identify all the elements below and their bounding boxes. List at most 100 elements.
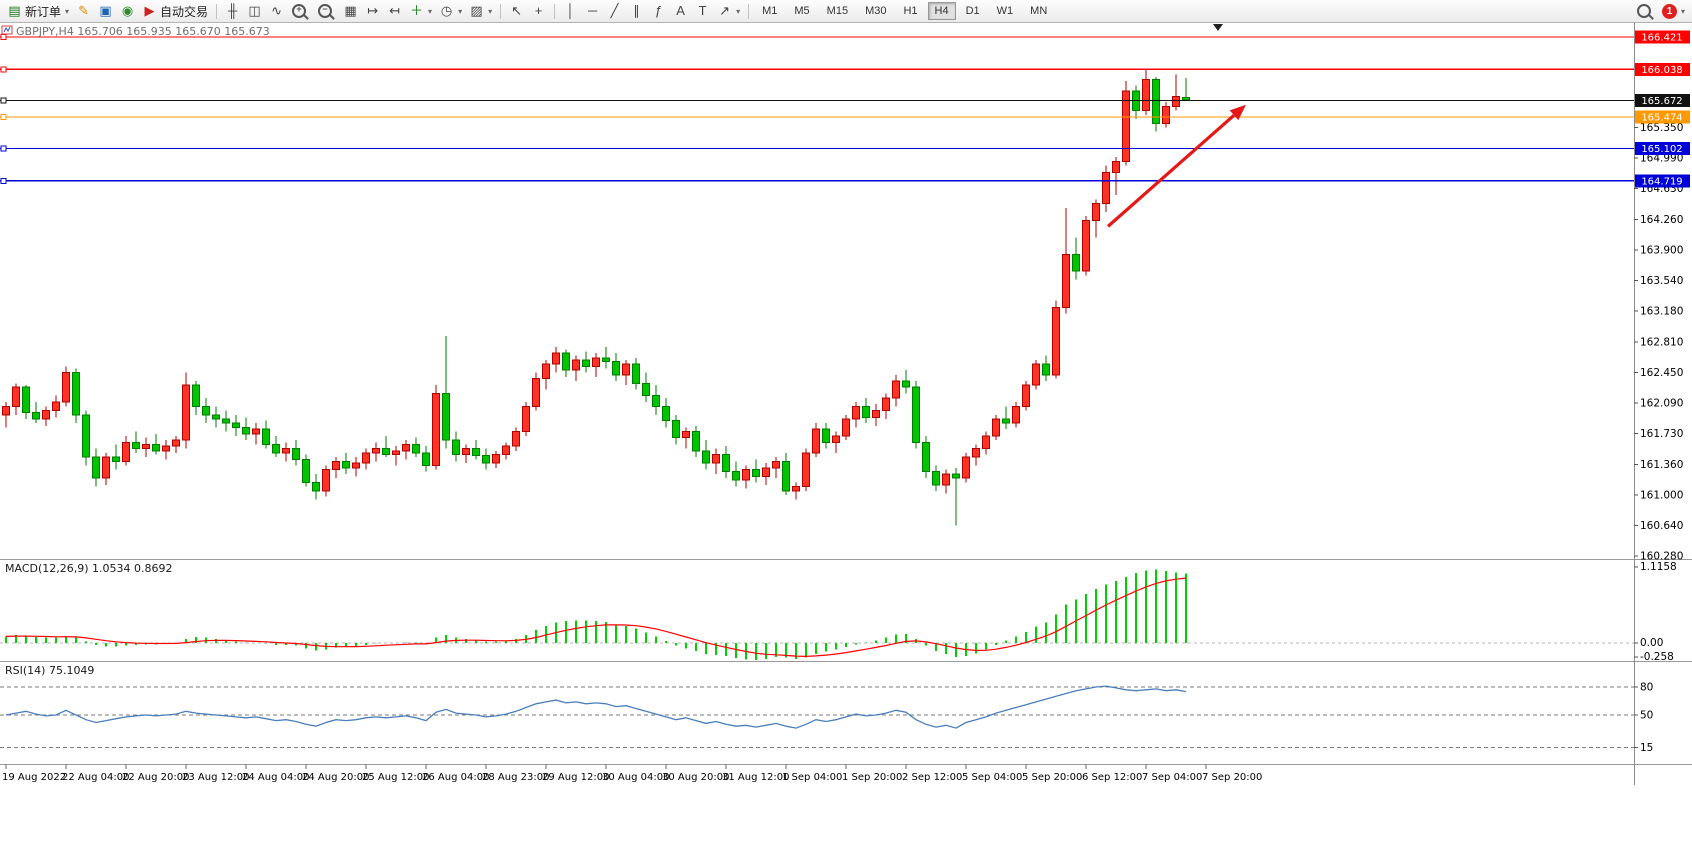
macd-signal-line xyxy=(5,577,1187,658)
hline-165.672[interactable] xyxy=(0,97,1634,104)
new-order-dropdown-arrow[interactable]: ▾ xyxy=(65,6,70,16)
hline-166.421[interactable] xyxy=(0,34,1634,41)
time-label: 25 Aug 12:00 xyxy=(362,772,429,783)
hline-164.719[interactable] xyxy=(0,177,1634,184)
indicators-list-dropdown-arrow[interactable]: ▾ xyxy=(428,6,433,16)
time-label: 26 Aug 04:00 xyxy=(422,772,489,783)
channel-tool-icon: ∥ xyxy=(633,3,640,18)
price-badge xyxy=(1635,62,1690,76)
autotrading-button[interactable]: ▶ 自动交易 xyxy=(139,1,211,21)
trendline-tool-button[interactable]: ╱ xyxy=(604,1,625,21)
fibonacci-tool-button[interactable]: ƒ xyxy=(648,1,669,21)
periods-list-dropdown-arrow[interactable]: ▾ xyxy=(458,6,463,16)
candles xyxy=(2,69,1190,526)
bar-chart-mode-button[interactable]: ╫ xyxy=(222,1,243,21)
price-tick-label: 162.810 xyxy=(1640,337,1683,349)
price-badge xyxy=(1635,141,1690,155)
line-chart-mode-button[interactable]: ∿ xyxy=(266,1,287,21)
timeframe-m30-button[interactable]: M30 xyxy=(865,5,887,17)
templates-button[interactable]: ▨ ▾ xyxy=(466,1,495,21)
time-label: 22 Aug 04:00 xyxy=(62,772,129,783)
indicators-list-icon: ＋ xyxy=(410,3,424,18)
chart-window-icon xyxy=(1,25,13,35)
macd-axis-label: 1.1158 xyxy=(1640,561,1677,573)
zoom-out-button[interactable]: − xyxy=(314,1,339,21)
auto-scroll-icon: ↦ xyxy=(367,3,378,18)
vertical-line-tool-button[interactable]: │ xyxy=(560,1,581,21)
timeframe-h4-button[interactable]: H4 xyxy=(927,2,956,20)
text-tool-button[interactable]: A xyxy=(670,1,691,21)
timeframe-m15-button[interactable]: M15 xyxy=(826,5,849,17)
notifications-button[interactable]: 1 ▾ xyxy=(1659,1,1688,21)
vertical-line-tool-icon: │ xyxy=(566,3,575,18)
price-badge-label: 165.102 xyxy=(1641,144,1682,155)
timeframe-d1-button[interactable]: D1 xyxy=(965,5,980,17)
price-badge xyxy=(1635,93,1690,107)
price-badge-label: 166.038 xyxy=(1641,65,1682,76)
indicators-list-button[interactable]: ＋ ▾ xyxy=(406,1,435,21)
timeframe-mn-button[interactable]: MN xyxy=(1030,5,1048,17)
time-label: 1 Sep 20:00 xyxy=(842,772,902,783)
indicator-axis[interactable]: 1.1158 0.00 -0.258 80 50 15 xyxy=(1634,561,1677,754)
cursor-button[interactable]: ↖ xyxy=(506,1,527,21)
time-label: 30 Aug 04:00 xyxy=(602,772,669,783)
rsi-indicator xyxy=(0,685,1634,749)
hline-165.474[interactable] xyxy=(0,114,1634,121)
rsi-axis-label: 15 xyxy=(1640,742,1653,754)
hline-166.038[interactable] xyxy=(0,66,1634,73)
timeframe-m5-button[interactable]: M5 xyxy=(794,5,810,17)
trend-arrow[interactable] xyxy=(1106,104,1246,228)
time-label: 24 Aug 20:00 xyxy=(302,772,369,783)
macd-axis-label: 0.00 xyxy=(1640,637,1663,649)
metaeditor-button[interactable]: ✎ xyxy=(73,1,94,21)
price-badge-label: 165.672 xyxy=(1641,96,1682,107)
time-label: 31 Aug 12:00 xyxy=(722,772,789,783)
rsi-label: RSI(14) 75.1049 xyxy=(5,664,94,677)
zoom-in-button[interactable]: + xyxy=(288,1,313,21)
crosshair-icon: + xyxy=(534,3,543,18)
hline-165.102[interactable] xyxy=(0,145,1634,152)
time-label: 23 Aug 12:00 xyxy=(182,772,249,783)
price-tick-label: 161.000 xyxy=(1640,490,1683,502)
new-order-label: 新订单 xyxy=(25,4,62,19)
search-button[interactable] xyxy=(1633,1,1658,21)
price-tick-label: 163.900 xyxy=(1640,245,1683,257)
templates-dropdown-arrow[interactable]: ▾ xyxy=(488,6,493,16)
chart-canvas[interactable]: 165.350164.990164.630164.260163.900163.5… xyxy=(0,23,1692,848)
terminal-button[interactable]: ▣ xyxy=(95,1,116,21)
toolbar-group-cursor: ↖ + xyxy=(506,1,549,21)
notifications-dropdown-arrow[interactable]: ▾ xyxy=(1680,6,1685,16)
horizontal-line-tool-button[interactable]: ─ xyxy=(582,1,603,21)
timeframe-h1-button[interactable]: H1 xyxy=(903,5,918,17)
label-tool-button[interactable]: T xyxy=(692,1,713,21)
periods-list-button[interactable]: ◷ ▾ xyxy=(436,1,465,21)
chart-shift-button[interactable]: ↤ xyxy=(384,1,405,21)
candlestick-mode-button[interactable]: ◫ xyxy=(244,1,265,21)
tile-windows-button[interactable]: ▦ xyxy=(340,1,361,21)
auto-scroll-button[interactable]: ↦ xyxy=(362,1,383,21)
time-label: 22 Aug 20:00 xyxy=(122,772,189,783)
price-tick-label: 163.180 xyxy=(1640,305,1683,317)
crosshair-button[interactable]: + xyxy=(528,1,549,21)
hline-handle xyxy=(0,114,7,121)
macd-label: MACD(12,26,9) 1.0534 0.8692 xyxy=(5,562,173,575)
price-axis[interactable]: 165.350164.990164.630164.260163.900163.5… xyxy=(1634,30,1690,563)
channel-tool-button[interactable]: ∥ xyxy=(626,1,647,21)
timeframe-m1-button[interactable]: M1 xyxy=(762,5,778,17)
alerts-button[interactable]: ◉ xyxy=(117,1,138,21)
arrows-tool-button[interactable]: ↗ ▾ xyxy=(714,1,743,21)
rsi-axis-label: 80 xyxy=(1640,682,1653,694)
periods-list-icon: ◷ xyxy=(440,3,453,18)
arrows-tool-dropdown-arrow[interactable]: ▾ xyxy=(736,6,741,16)
price-tick-label: 162.090 xyxy=(1640,397,1683,409)
metaeditor-icon: ✎ xyxy=(78,3,89,18)
label-tool-icon: T xyxy=(698,3,707,18)
timeframe-w1-button[interactable]: W1 xyxy=(996,5,1014,17)
hline-handle xyxy=(0,145,7,152)
toolbar-group-trading: ▤ 新订单 ▾ ✎ ▣ ◉ ▶ 自动交易 xyxy=(4,1,211,21)
new-order-button[interactable]: ▤ 新订单 ▾ xyxy=(4,1,72,21)
templates-icon: ▨ xyxy=(470,3,483,18)
price-badge-label: 165.474 xyxy=(1641,113,1682,124)
price-badge xyxy=(1635,30,1690,44)
